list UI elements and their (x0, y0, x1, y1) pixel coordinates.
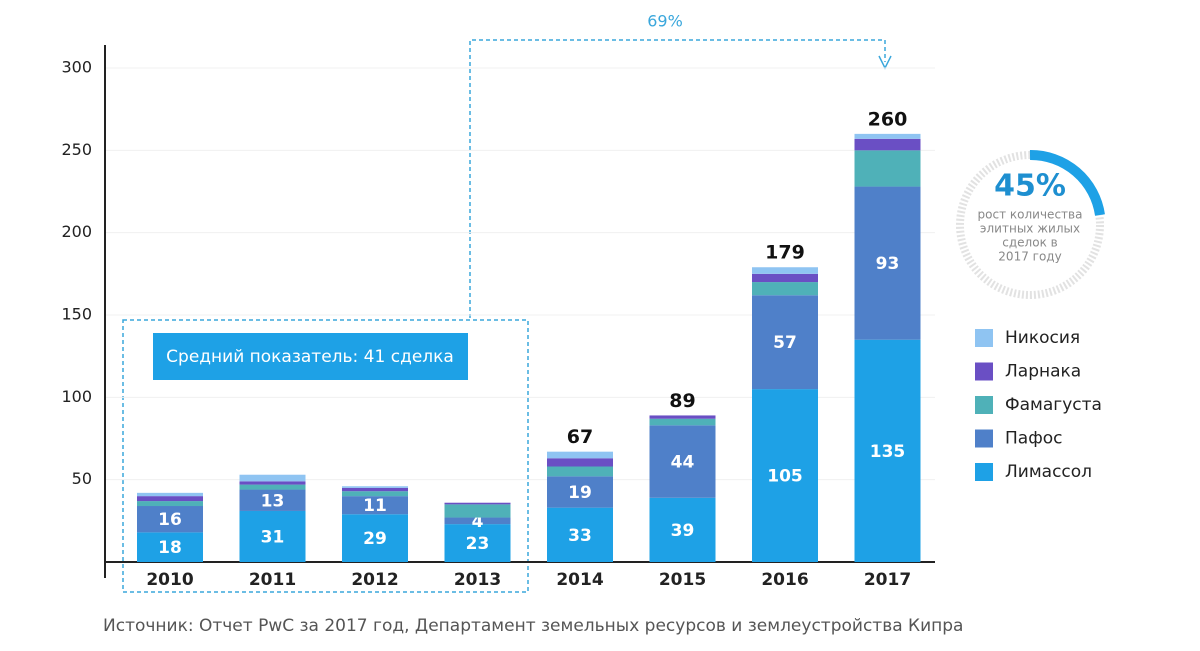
gauge-caption: рост количества (978, 208, 1083, 222)
x-tick-label: 2015 (659, 570, 706, 590)
gauge-arc (1029, 149, 1105, 216)
legend-swatch (975, 429, 993, 448)
bar-segment (752, 273, 818, 283)
bar-segment (547, 458, 613, 467)
bar-segment (342, 514, 408, 562)
bar-segment (239, 489, 306, 511)
bar-segment (444, 517, 511, 525)
total-label: 260 (868, 108, 908, 130)
bar-segment (649, 418, 716, 426)
bar-segment (854, 186, 921, 340)
x-tick-label: 2012 (351, 570, 398, 590)
bar-segment (547, 507, 613, 562)
bar-segment (752, 389, 818, 562)
gauge-caption: 2017 году (998, 250, 1061, 264)
y-tick-label: 250 (61, 140, 92, 159)
x-tick-label: 2013 (454, 570, 501, 590)
bar-segment (854, 339, 921, 562)
y-tick-label: 150 (61, 305, 92, 324)
segment-label: 19 (568, 483, 592, 503)
bar-segment (239, 510, 306, 562)
source: Источник: Отчет PwC за 2017 год, Департа… (103, 616, 963, 636)
total-label: 179 (765, 242, 805, 264)
segment-label: 13 (261, 491, 285, 511)
x-tick-label: 2010 (146, 570, 193, 590)
bar-segment (137, 532, 203, 562)
bar-segment (239, 484, 306, 490)
bar-segment (649, 415, 716, 419)
bar-segment (547, 476, 613, 508)
x-tick-label: 2014 (556, 570, 603, 590)
legend-label: Пафос (1005, 429, 1062, 449)
segment-label: 39 (671, 521, 695, 541)
legend-swatch (975, 329, 993, 347)
bar-segment (342, 487, 408, 492)
bar-segment (547, 466, 613, 477)
bar-segment (854, 138, 921, 151)
bar-segment (342, 486, 408, 488)
x-tick-label: 2011 (249, 570, 296, 590)
segment-label: 44 (671, 453, 695, 473)
growth-label: 69% (647, 12, 683, 31)
y-tick-label: 300 (61, 58, 92, 77)
segment-label: 105 (767, 467, 803, 487)
average-frame (122, 319, 529, 593)
legend-label: Никосия (1005, 328, 1080, 348)
bar-segment (137, 492, 203, 497)
segment-label: 31 (261, 527, 285, 547)
segment-label: 23 (466, 534, 490, 554)
segment-label: 33 (568, 526, 592, 546)
bar-segment (239, 481, 306, 485)
legend-swatch (975, 362, 993, 381)
x-tick-label: 2017 (864, 570, 911, 590)
bar-segment (854, 133, 921, 139)
bar-segment (137, 506, 203, 533)
growth-arrow (469, 39, 886, 318)
legend-swatch (975, 396, 993, 414)
legend-swatch (975, 463, 993, 481)
gauge-caption: элитных жилых (980, 222, 1080, 236)
average-label: Средний показатель: 41 сделка (166, 347, 454, 367)
segment-label: 16 (158, 510, 182, 530)
total-label: 67 (567, 426, 593, 448)
gauge-value: 45% (994, 169, 1066, 204)
x-tick-label: 2016 (761, 570, 808, 590)
bar-segment (342, 496, 408, 515)
segment-label: 57 (773, 333, 797, 353)
bar-segment (752, 282, 818, 296)
bar-segment (649, 497, 716, 562)
average-box (153, 333, 468, 380)
bar-segment (649, 425, 716, 498)
bar-segment (547, 451, 613, 459)
bar-segment (752, 267, 818, 274)
segment-label: 29 (363, 529, 387, 549)
legend-label: Фамагуста (1005, 395, 1102, 415)
bar-segment (444, 502, 511, 505)
y-tick-label: 50 (72, 469, 92, 488)
gauge-caption: сделок в (1002, 236, 1057, 250)
bar-segment (137, 501, 203, 507)
y-tick-label: 200 (61, 222, 92, 241)
bar-segment (342, 491, 408, 497)
segment-label: 11 (363, 496, 387, 516)
legend-label: Ларнака (1005, 362, 1081, 382)
bar-segment (444, 524, 511, 562)
segment-label: 18 (158, 538, 182, 558)
legend-label: Лимассол (1005, 462, 1092, 482)
bar-segment (752, 295, 818, 390)
segment-label: 93 (876, 254, 900, 274)
segment-label: 135 (870, 442, 906, 462)
total-label: 89 (669, 390, 695, 412)
bar-segment (444, 504, 511, 518)
bar-segment (239, 474, 306, 482)
y-tick-label: 100 (61, 387, 92, 406)
bar-segment (137, 496, 203, 502)
bar-segment (854, 150, 921, 187)
